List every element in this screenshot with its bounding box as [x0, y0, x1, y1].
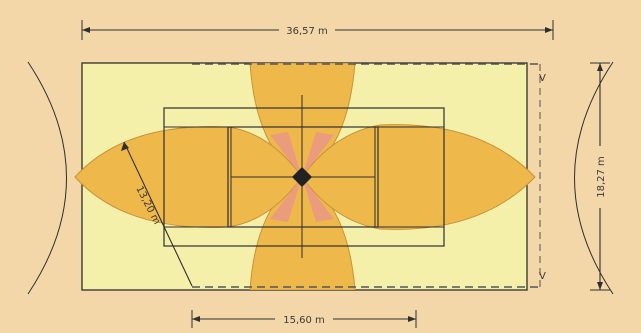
radius-arrow	[121, 142, 129, 151]
overlap-petal-sw	[270, 177, 302, 222]
dimension-arrow-bottom-right	[408, 316, 416, 322]
overlap-petal-nw	[270, 132, 302, 177]
lens-right	[301, 124, 536, 230]
dimension-arrow-right-top	[597, 63, 603, 71]
overall-length-label: 36,57 m	[286, 26, 328, 37]
dimension-arrow-top-left	[82, 27, 90, 33]
dimension-arrow-top-right	[545, 27, 553, 33]
outer-arc-left	[27, 61, 67, 295]
marker-v-bottom: V	[539, 271, 546, 282]
dimension-arrow-right-bottom	[597, 282, 603, 290]
radius-line	[123, 141, 193, 287]
dimension-arrow-bottom-left	[192, 316, 200, 322]
dimension-label-bg-right	[592, 146, 608, 208]
overall-width-label: 18,27 m	[596, 156, 607, 198]
bottom-length-label: 15,60 m	[283, 315, 325, 326]
center-marker	[292, 167, 312, 187]
overlap-petal-se	[302, 177, 334, 222]
dimension-label-bg-top	[279, 22, 335, 38]
inner-rectangle	[163, 107, 445, 247]
marker-v-top: V	[539, 73, 546, 84]
outer-arc-right	[574, 61, 614, 295]
dimension-label-bg-bottom	[275, 311, 333, 327]
overlap-petal-ne	[302, 132, 334, 177]
